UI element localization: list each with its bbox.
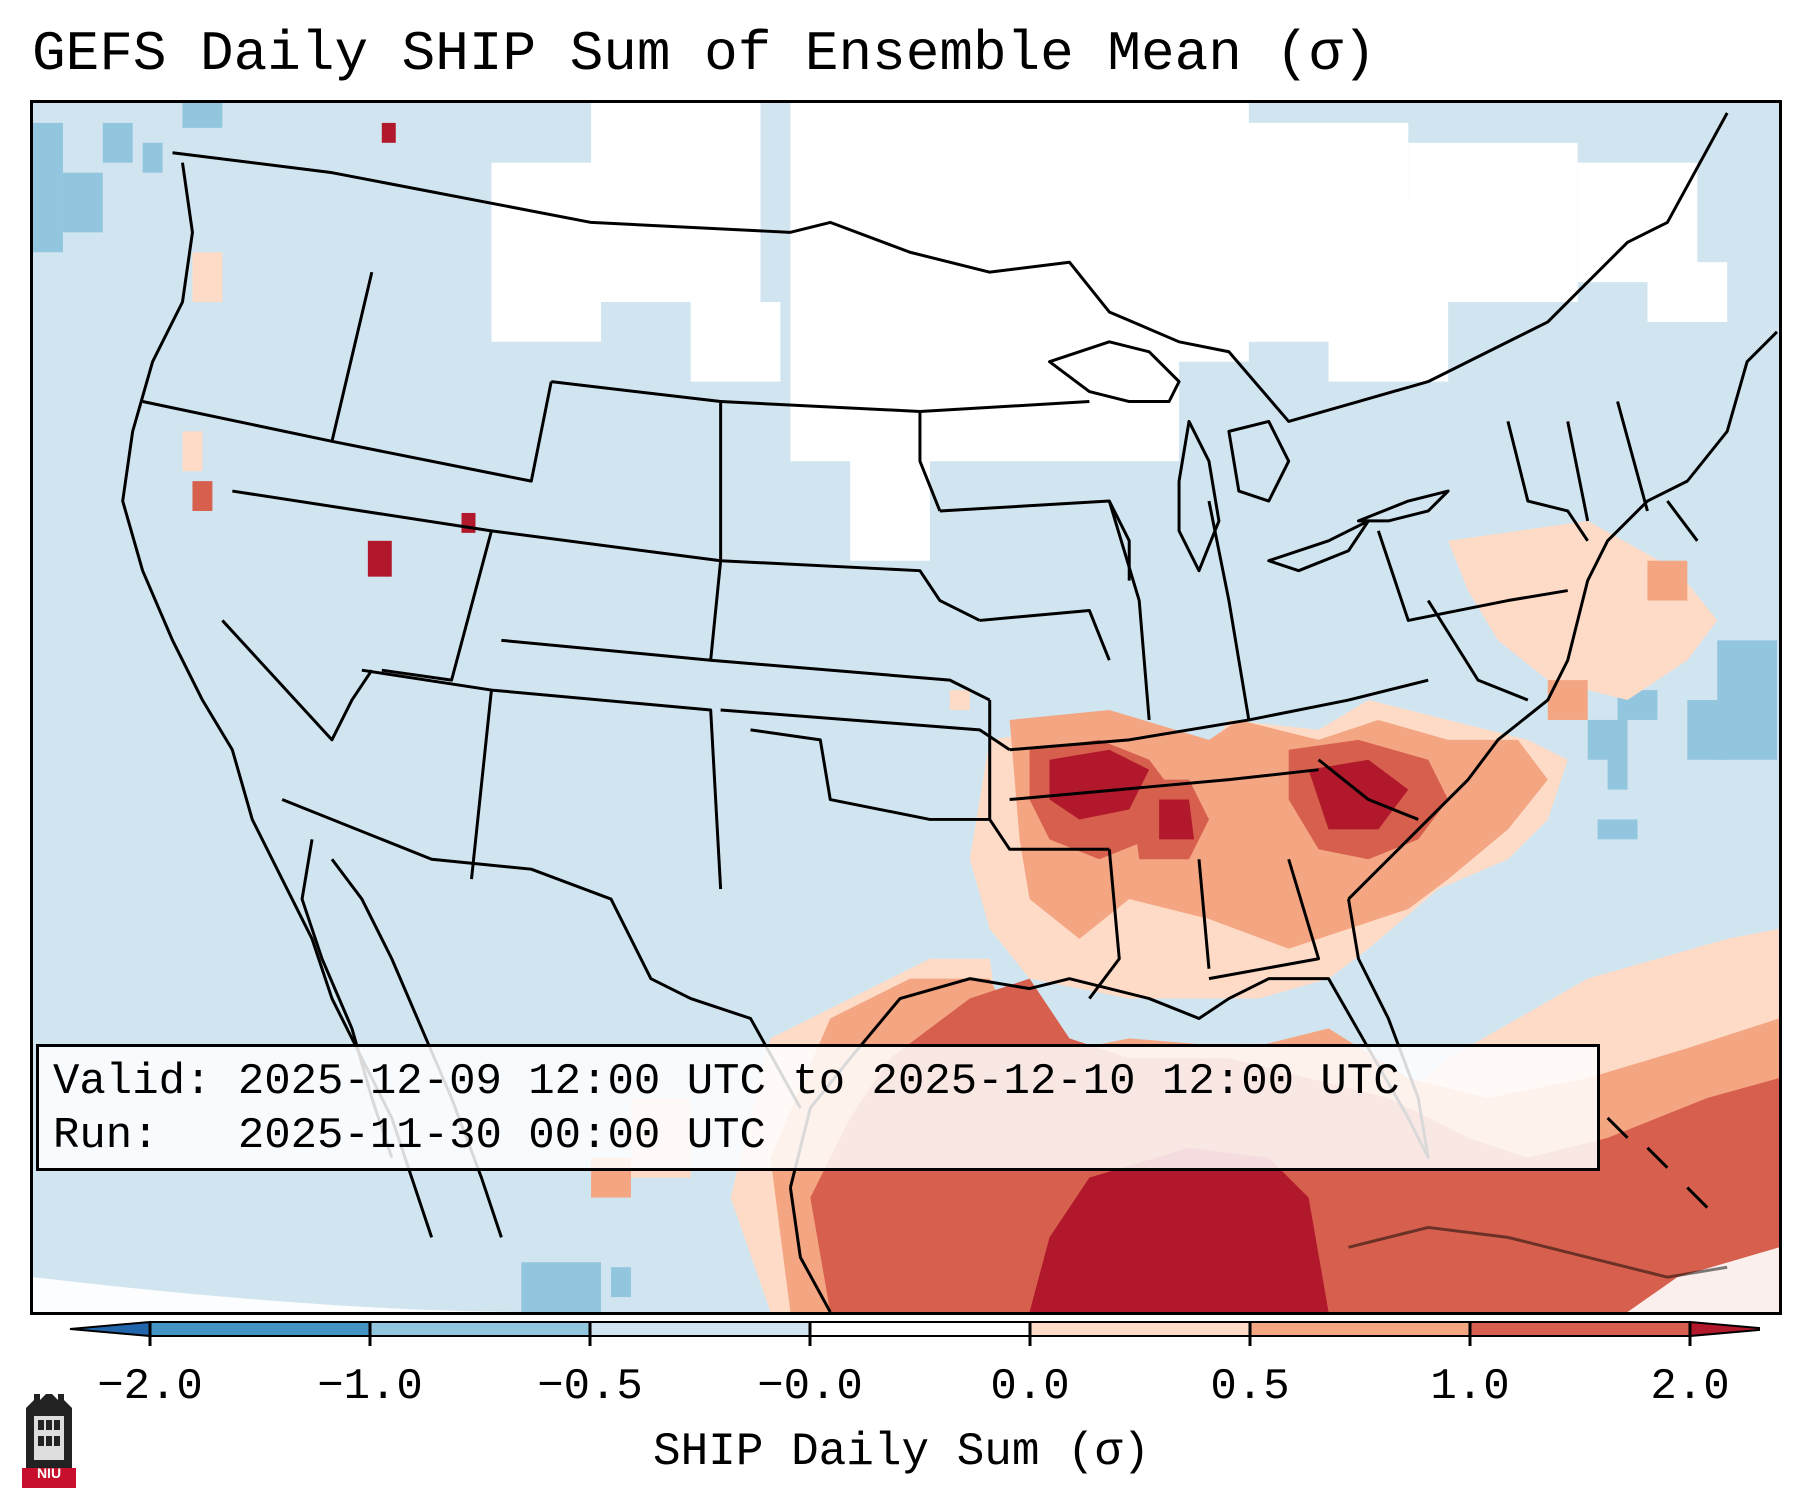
valid-time-line: Valid: 2025-12-09 12:00 UTC to 2025-12-1… — [53, 1057, 1400, 1107]
colorbar-tick-label: −2.0 — [97, 1362, 203, 1412]
niu-logo-text: NIU — [36, 1465, 62, 1481]
colorbar-extend-min — [69, 1320, 151, 1338]
near-zero-field-north — [491, 103, 1728, 561]
colorbar-segment — [810, 1322, 1030, 1336]
colorbar-segments — [69, 1320, 1760, 1338]
colorbar-label: SHIP Daily Sum (σ) — [653, 1426, 1150, 1478]
colorbar-tick-label: 1.0 — [1430, 1362, 1510, 1412]
colorbar-tick-label: −1.0 — [317, 1362, 423, 1412]
colorbar-tick-label: 2.0 — [1650, 1362, 1730, 1412]
boundaries — [121, 112, 1779, 1312]
colorbar-tick-label: −0.0 — [757, 1362, 863, 1412]
colorbar-extend-max — [1689, 1320, 1760, 1338]
colorbar-tick-label: −0.5 — [537, 1362, 643, 1412]
validity-info-box: Valid: 2025-12-09 12:00 UTC to 2025-12-1… — [36, 1044, 1600, 1171]
colorbar-tick-label: 0.5 — [1210, 1362, 1290, 1412]
colorbar-tick-label: 0.0 — [990, 1362, 1070, 1412]
niu-logo-icon — [22, 1394, 76, 1488]
run-time-line: Run: 2025-11-30 00:00 UTC — [53, 1111, 766, 1161]
colorbar — [69, 1320, 1760, 1346]
colorbar-segment — [1470, 1322, 1690, 1336]
colorbar-ticks — [148, 1322, 1692, 1346]
positive-field-extreme — [367, 122, 1409, 1312]
chart-title: GEFS Daily SHIP Sum of Ensemble Mean (σ) — [32, 22, 1377, 86]
colorbar-segment — [590, 1322, 810, 1336]
negative-field-northwest — [33, 103, 1778, 1312]
domain-edge-southwest — [33, 1277, 532, 1312]
domain-edge-southeast — [1627, 1247, 1779, 1312]
colorbar-segment — [150, 1322, 370, 1336]
colorbar-segment — [1250, 1322, 1470, 1336]
colorbar-segment — [370, 1322, 590, 1336]
colorbar-segment — [1030, 1322, 1250, 1336]
